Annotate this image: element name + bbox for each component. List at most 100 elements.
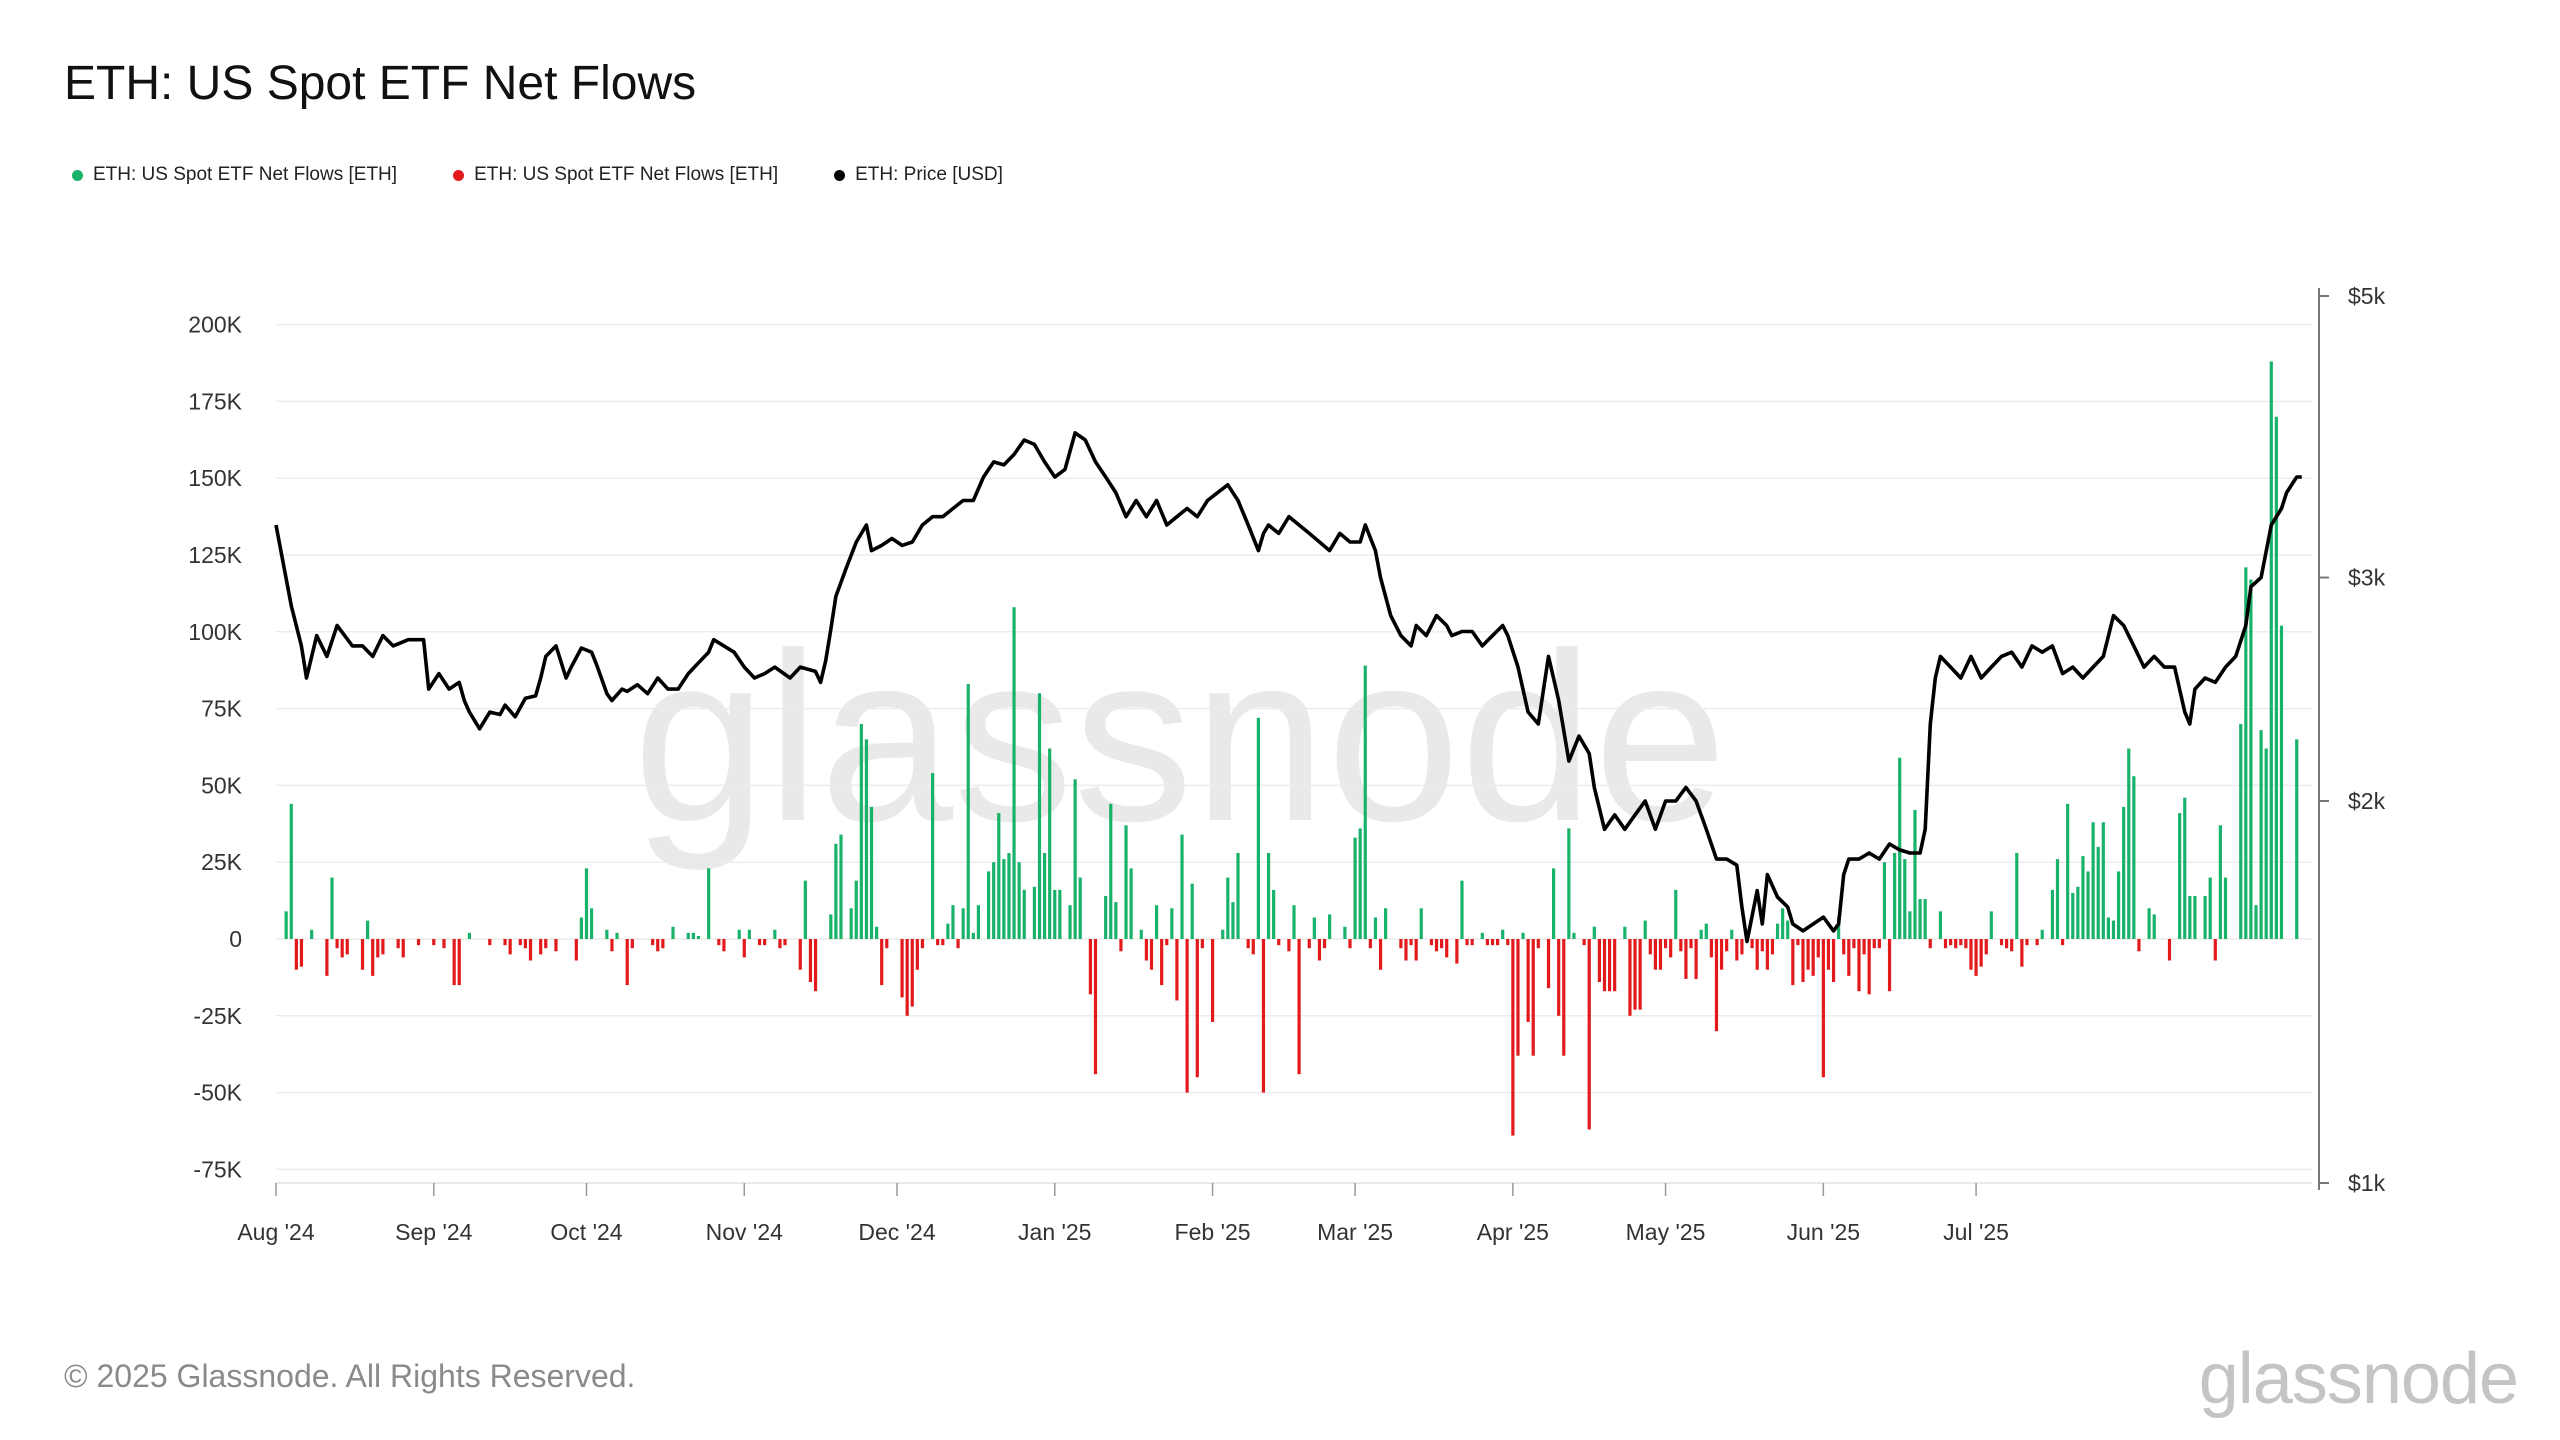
inflow-bar bbox=[1068, 905, 1072, 939]
outflow-bar bbox=[335, 939, 339, 949]
outflow-bar bbox=[1877, 939, 1881, 949]
inflow-bar bbox=[1384, 908, 1388, 939]
outflow-bar bbox=[340, 939, 344, 958]
inflow-bar bbox=[2076, 886, 2080, 939]
outflow-bar bbox=[1755, 939, 1759, 970]
outflow-bar bbox=[778, 939, 782, 949]
outflow-bar bbox=[1557, 939, 1561, 1016]
outflow-bar bbox=[1149, 939, 1154, 970]
outflow-bar bbox=[1974, 939, 1978, 976]
inflow-bar bbox=[1292, 905, 1296, 939]
x-tick-label: May '25 bbox=[1626, 1219, 1706, 1245]
inflow-bar bbox=[1623, 926, 1627, 939]
outflow-bar bbox=[1928, 939, 1932, 949]
outflow-bar bbox=[1465, 939, 1469, 946]
chart-title: ETH: US Spot ETF Net Flows bbox=[64, 57, 697, 110]
y-left-tick-label: -25K bbox=[193, 1003, 242, 1029]
outflow-bar bbox=[2167, 939, 2172, 961]
y-left-tick-label: -50K bbox=[193, 1080, 242, 1106]
outflow-bar bbox=[371, 939, 375, 976]
inflow-bar bbox=[987, 871, 991, 939]
outflow-bar bbox=[1842, 939, 1846, 955]
inflow-bar bbox=[946, 923, 950, 939]
watermark-logo: glassnode bbox=[633, 603, 1727, 871]
outflow-bar bbox=[1496, 939, 1500, 946]
inflow-bar bbox=[1781, 908, 1785, 939]
outflow-bar bbox=[1597, 939, 1601, 983]
y-left-tick-label: -75K bbox=[193, 1156, 242, 1182]
outflow-bar bbox=[1119, 939, 1123, 952]
outflow-bar bbox=[1663, 939, 1668, 949]
outflow-bar bbox=[1791, 939, 1795, 986]
inflow-bar bbox=[2183, 797, 2187, 939]
outflow-bar bbox=[2010, 939, 2014, 952]
outflow-bar bbox=[1185, 939, 1189, 1093]
y-right-tick-label: $2k bbox=[2348, 788, 2386, 814]
inflow-bar bbox=[803, 880, 807, 939]
legend-item-inflows[interactable]: ETH: US Spot ETF Net Flows [ETH] bbox=[72, 164, 397, 186]
price-series bbox=[274, 431, 2302, 944]
inflow-bar bbox=[615, 932, 619, 939]
inflow-bar bbox=[2203, 895, 2207, 939]
copyright-text: © 2025 Glassnode. All Rights Reserved. bbox=[64, 1358, 636, 1394]
outflow-bar bbox=[1648, 939, 1652, 955]
inflow-bar bbox=[773, 929, 777, 939]
outflow-bar bbox=[1511, 939, 1515, 1136]
inflow-bar bbox=[1674, 889, 1678, 939]
outflow-bar bbox=[783, 939, 787, 946]
outflow-bar bbox=[554, 939, 558, 952]
outflow-bar bbox=[1195, 939, 1199, 1078]
outflow-bar bbox=[1399, 939, 1403, 949]
outflow-bar bbox=[1867, 939, 1871, 995]
outflow-bar bbox=[452, 939, 456, 986]
outflow-bar bbox=[885, 939, 889, 949]
inflow-bar bbox=[1893, 852, 1897, 939]
inflow-bar bbox=[696, 935, 701, 939]
inflow-bar bbox=[1343, 926, 1347, 939]
outflow-bar bbox=[2035, 939, 2039, 946]
inflow-bar bbox=[1007, 852, 1011, 939]
inflow-bar bbox=[869, 806, 874, 939]
outflow-bar bbox=[1445, 939, 1449, 958]
inflow-bar bbox=[2050, 889, 2055, 939]
inflow-bar bbox=[1048, 748, 1052, 939]
inflow-bar bbox=[875, 926, 879, 939]
y-left-tick-label: 25K bbox=[201, 849, 243, 875]
outflow-bar bbox=[2020, 939, 2024, 967]
legend-item-price[interactable]: ETH: Price [USD] bbox=[834, 164, 1003, 186]
inflow-bar bbox=[997, 813, 1001, 939]
legend-item-outflows[interactable]: ETH: US Spot ETF Net Flows [ETH] bbox=[453, 164, 778, 186]
outflow-bar bbox=[1964, 939, 1968, 949]
inflow-bar bbox=[1363, 665, 1367, 939]
outflow-bar bbox=[1796, 939, 1800, 946]
outflow-bar bbox=[544, 939, 548, 949]
inflow-bar bbox=[1643, 920, 1647, 939]
outflow-bar bbox=[1725, 939, 1729, 952]
outflow-bar bbox=[1770, 939, 1775, 955]
outflow-bar bbox=[1658, 939, 1663, 970]
inflow-bar bbox=[1114, 902, 1118, 939]
outflow-bar bbox=[1526, 939, 1530, 1022]
inflow-bar bbox=[1501, 929, 1505, 939]
outflow-bar bbox=[528, 939, 533, 961]
y-left-tick-label: 50K bbox=[201, 772, 243, 798]
x-tick-label: Mar '25 bbox=[1317, 1219, 1393, 1245]
x-tick-label: Dec '24 bbox=[858, 1219, 935, 1245]
inflow-bar bbox=[1226, 877, 1230, 939]
inflow-bar bbox=[2101, 822, 2105, 939]
outflow-bar bbox=[1348, 939, 1352, 949]
x-tick-label: Aug '24 bbox=[237, 1219, 314, 1245]
outflow-bar bbox=[1200, 939, 1204, 949]
outflow-bar bbox=[798, 939, 802, 970]
outflow-bar bbox=[1831, 939, 1836, 983]
outflow-bar bbox=[1689, 939, 1693, 949]
inflow-bar bbox=[330, 877, 334, 939]
inflow-bar bbox=[2152, 914, 2156, 939]
outflow-bar bbox=[656, 939, 660, 952]
inflow-bar bbox=[589, 908, 594, 939]
inflow-bar bbox=[971, 932, 975, 939]
inflow-bar bbox=[2066, 803, 2070, 939]
outflow-bar bbox=[1847, 939, 1851, 976]
outflow-bar bbox=[905, 939, 909, 1016]
outflow-bar bbox=[2005, 939, 2009, 949]
